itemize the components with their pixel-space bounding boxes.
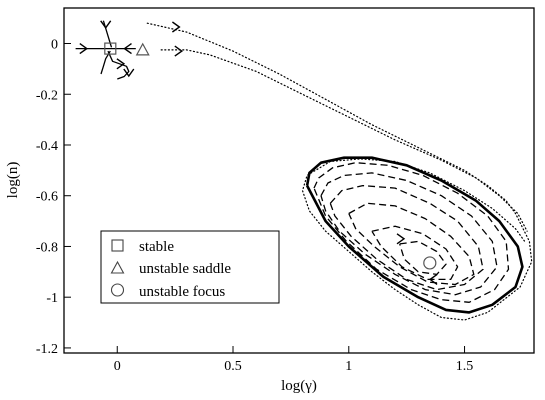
legend-box: [100, 230, 280, 304]
trajectory-arrows: [79, 20, 438, 285]
fixed-point-unstable-focus: [423, 256, 437, 270]
arrow-head-0: [171, 21, 181, 33]
arrow-head-8: [428, 273, 438, 285]
plot-frame: [63, 7, 535, 354]
fixed-point-stable: [104, 42, 117, 55]
arrow-head-6: [123, 68, 135, 78]
legend-label-unstable-focus: unstable focus: [139, 284, 225, 300]
legend-label-unstable-saddle: unstable saddle: [139, 261, 231, 277]
legend-marker-circle: [110, 283, 125, 297]
trajectory-dashed-6: [348, 202, 475, 286]
trajectory-dashed-8: [399, 240, 447, 276]
x-tick-label-0: 0: [114, 359, 121, 374]
y-tick-label-3: -0.6: [36, 190, 58, 205]
y-axis-title: log(n): [5, 162, 21, 199]
x-tick-label-3: 1.5: [456, 359, 474, 374]
x-tick-label-2: 1: [345, 359, 352, 374]
y-axis-ticks: 0 -0.2 -0.4 -0.6 -0.8 -1 -1.2: [36, 38, 71, 357]
trajectory-dashed-7: [371, 225, 459, 281]
arrow-head-1: [174, 45, 184, 57]
arrow-head-4: [100, 20, 112, 30]
y-tick-label-4: -0.8: [36, 240, 58, 255]
trajectory-solid-thick-2: [305, 156, 524, 314]
trajectory-dashed-3: [313, 162, 510, 303]
y-tick-label-6: -1.2: [36, 342, 58, 357]
legend-marker-square: [111, 239, 124, 252]
x-tick-label-1: 0.5: [224, 359, 242, 374]
legend-label-stable: stable: [139, 239, 174, 255]
legend: stable unstable saddle unstable focus: [100, 230, 280, 304]
arrow-head-3: [123, 43, 132, 55]
x-axis-ticks: 0 0.5 1 1.5: [114, 346, 474, 374]
arrow-head-7: [396, 233, 406, 245]
x-axis-title: log(γ): [281, 378, 317, 394]
fixed-point-markers: [104, 42, 437, 270]
y-tick-label-1: -0.2: [36, 88, 58, 103]
trajectory-dotted-1: [160, 49, 528, 232]
trajectory-dashed-4: [320, 172, 498, 296]
y-tick-label-5: -1: [46, 291, 58, 306]
trajectory-solid-12: [100, 50, 111, 75]
trajectory-dashed-5: [329, 184, 484, 291]
arrow-head-5: [116, 58, 126, 70]
trajectory-solid-11: [107, 50, 130, 80]
fixed-point-unstable-saddle: [135, 42, 150, 56]
legend-marker-triangle: [110, 260, 125, 274]
arrow-head-2: [79, 43, 89, 55]
trajectory-curves: [75, 20, 533, 321]
y-tick-label-2: -0.4: [36, 139, 58, 154]
y-tick-label-0: 0: [51, 38, 58, 53]
